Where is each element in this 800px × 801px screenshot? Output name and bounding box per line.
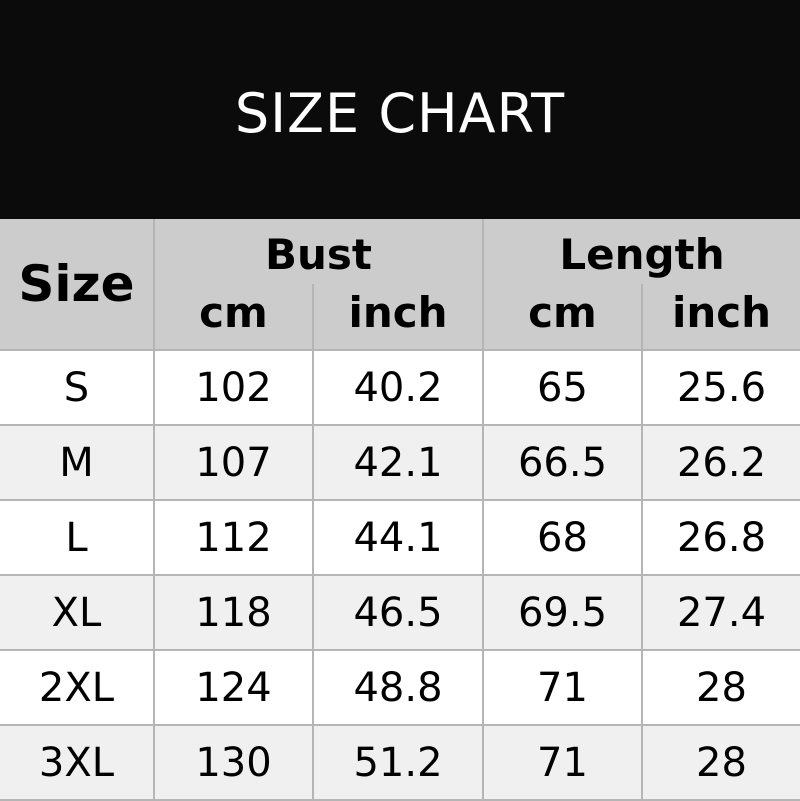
value-cell: 26.8 bbox=[640, 499, 800, 576]
length-header: Length bbox=[481, 219, 800, 284]
size-cell: S bbox=[0, 349, 155, 426]
unit-header: cm bbox=[154, 284, 314, 351]
unit-header: cm bbox=[482, 284, 643, 351]
size-cell: 2XL bbox=[0, 649, 155, 726]
value-cell: 124 bbox=[153, 649, 314, 726]
table-row: L 112 44.1 68 26.8 bbox=[0, 499, 800, 576]
value-cell: 65 bbox=[482, 349, 643, 426]
value-cell: 46.5 bbox=[312, 574, 484, 651]
value-cell: 68 bbox=[482, 499, 643, 576]
value-cell: 71 bbox=[482, 724, 643, 801]
value-cell: 51.2 bbox=[312, 724, 484, 801]
value-cell: 118 bbox=[153, 574, 314, 651]
value-cell: 28 bbox=[640, 649, 800, 726]
value-cell: 25.6 bbox=[640, 349, 800, 426]
value-cell: 130 bbox=[153, 724, 314, 801]
unit-header: inch bbox=[640, 284, 800, 351]
value-cell: 28 bbox=[640, 724, 800, 801]
size-cell: 3XL bbox=[0, 724, 155, 801]
unit-header: inch bbox=[312, 284, 484, 351]
page-title: SIZE CHART bbox=[234, 82, 566, 145]
value-cell: 27.4 bbox=[640, 574, 800, 651]
value-cell: 66.5 bbox=[482, 424, 643, 501]
title-banner: SIZE CHART bbox=[0, 0, 800, 219]
size-cell: XL bbox=[0, 574, 155, 651]
value-cell: 48.8 bbox=[312, 649, 484, 726]
table-row: XL 118 46.5 69.5 27.4 bbox=[0, 574, 800, 651]
value-cell: 112 bbox=[153, 499, 314, 576]
size-cell: M bbox=[0, 424, 155, 501]
table-row: S 102 40.2 65 25.6 bbox=[0, 349, 800, 426]
value-cell: 40.2 bbox=[312, 349, 484, 426]
size-table: Size Bust Length cm inch cm inch S 102 40.… bbox=[0, 219, 800, 801]
table-row: M 107 42.1 66.5 26.2 bbox=[0, 424, 800, 501]
value-cell: 102 bbox=[153, 349, 314, 426]
value-cell: 69.5 bbox=[482, 574, 643, 651]
value-cell: 107 bbox=[153, 424, 314, 501]
table-row: 3XL 130 51.2 71 28 bbox=[0, 724, 800, 801]
bust-header: Bust bbox=[153, 219, 484, 284]
table-row: 2XL 124 48.8 71 28 bbox=[0, 649, 800, 726]
value-cell: 42.1 bbox=[312, 424, 484, 501]
value-cell: 71 bbox=[482, 649, 643, 726]
size-header: Size bbox=[0, 219, 155, 351]
size-cell: L bbox=[0, 499, 155, 576]
value-cell: 26.2 bbox=[640, 424, 800, 501]
value-cell: 44.1 bbox=[312, 499, 484, 576]
